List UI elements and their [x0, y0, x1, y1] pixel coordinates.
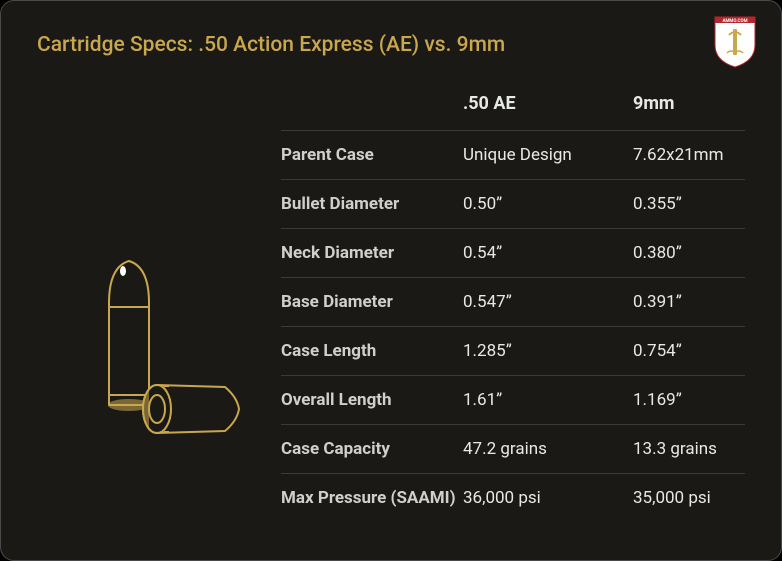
row-val-2: 0.380”: [633, 243, 745, 263]
row-val-2: 7.62x21mm: [633, 145, 745, 165]
row-val-2: 0.355”: [633, 194, 745, 214]
row-label: Case Capacity: [281, 439, 463, 459]
row-val-1: 1.285”: [463, 341, 633, 361]
table-row: Max Pressure (SAAMI) 36,000 psi 35,000 p…: [281, 474, 745, 522]
row-val-2: 1.169”: [633, 390, 745, 410]
table-row: Base Diameter 0.547” 0.391”: [281, 278, 745, 327]
row-val-2: 0.754”: [633, 341, 745, 361]
row-val-1: 36,000 psi: [463, 488, 633, 508]
row-val-1: Unique Design: [463, 145, 633, 165]
row-label: Bullet Diameter: [281, 194, 463, 214]
table-header-row: .50 AE 9mm: [281, 85, 745, 131]
row-label: Neck Diameter: [281, 243, 463, 263]
card-content: .50 AE 9mm Parent Case Unique Design 7.6…: [37, 85, 745, 522]
card-title: Cartridge Specs: .50 Action Express (AE)…: [37, 33, 745, 57]
spec-table: .50 AE 9mm Parent Case Unique Design 7.6…: [281, 85, 745, 522]
table-row: Bullet Diameter 0.50” 0.355”: [281, 180, 745, 229]
header-col-2: 9mm: [633, 93, 745, 114]
row-val-1: 1.61”: [463, 390, 633, 410]
row-val-2: 35,000 psi: [633, 488, 745, 508]
row-label: Max Pressure (SAAMI): [281, 488, 463, 508]
row-label: Base Diameter: [281, 292, 463, 312]
header-col-1: .50 AE: [463, 93, 633, 114]
row-label: Overall Length: [281, 390, 463, 410]
row-val-2: 13.3 grains: [633, 439, 745, 459]
table-row: Overall Length 1.61” 1.169”: [281, 376, 745, 425]
spec-card: AMMO.COM Cartridge Specs: .50 Action Exp…: [0, 0, 782, 561]
cartridge-illustration: [37, 85, 273, 522]
svg-text:AMMO.COM: AMMO.COM: [722, 18, 747, 24]
row-label: Parent Case: [281, 145, 463, 165]
ammo-logo-badge: AMMO.COM: [711, 15, 759, 69]
bullets-icon: [65, 249, 245, 449]
row-val-1: 0.50”: [463, 194, 633, 214]
row-val-1: 0.547”: [463, 292, 633, 312]
row-val-1: 0.54”: [463, 243, 633, 263]
row-val-2: 0.391”: [633, 292, 745, 312]
table-row: Case Capacity 47.2 grains 13.3 grains: [281, 425, 745, 474]
table-row: Neck Diameter 0.54” 0.380”: [281, 229, 745, 278]
row-label: Case Length: [281, 341, 463, 361]
row-val-1: 47.2 grains: [463, 439, 633, 459]
table-row: Parent Case Unique Design 7.62x21mm: [281, 131, 745, 180]
table-row: Case Length 1.285” 0.754”: [281, 327, 745, 376]
